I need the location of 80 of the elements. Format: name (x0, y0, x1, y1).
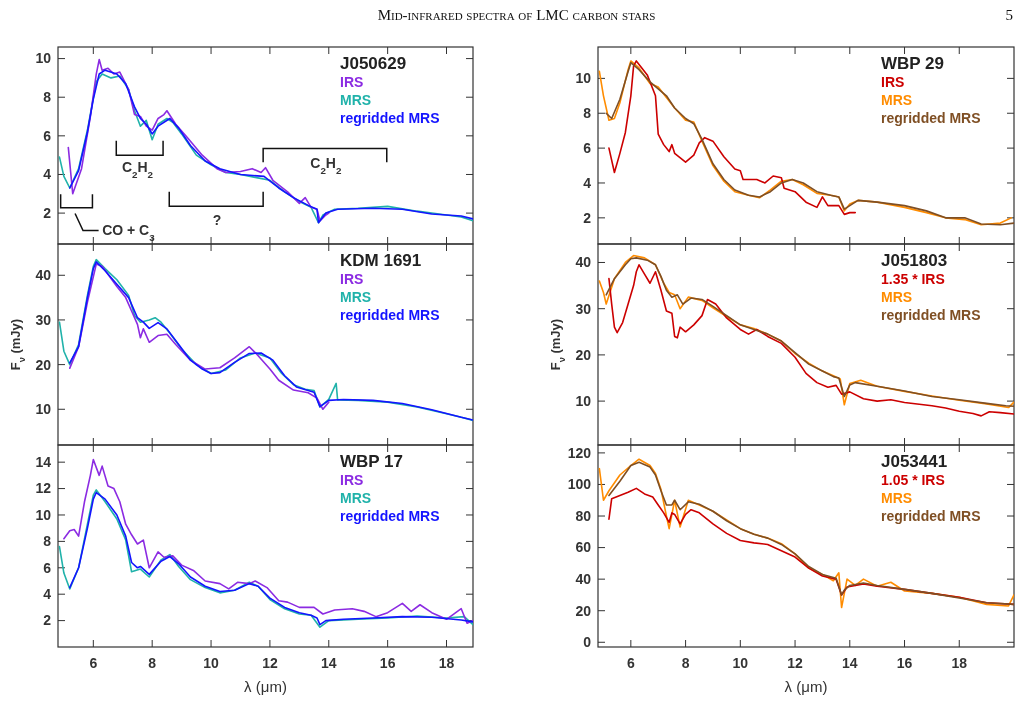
text: 5 (1005, 7, 1013, 23)
y-tick-label: 120 (567, 444, 592, 461)
text: IRS (340, 472, 364, 488)
text: MRS (340, 92, 372, 108)
y-tick-label: 6 (43, 127, 52, 144)
y-tick-label: 10 (35, 50, 52, 67)
y-tick-label: 4 (583, 174, 592, 191)
text: 1.35 * IRS (881, 271, 945, 287)
y-tick-label: 10 (35, 401, 52, 418)
x-tick-label: 8 (148, 655, 157, 671)
text: MRS (340, 490, 372, 506)
y-tick-label: 20 (575, 346, 592, 363)
y-tick-label: 40 (575, 571, 592, 588)
y-tick-label: 10 (35, 506, 52, 523)
chart-title: WBP 29 (881, 54, 944, 73)
y-tick-label: 30 (575, 300, 592, 317)
x-tick-label: 6 (89, 655, 98, 671)
text: regridded MRS (881, 307, 981, 323)
chart-title: J051803 (881, 251, 948, 270)
y-tick-label: 60 (575, 539, 592, 556)
y-tick-label: 2 (43, 205, 52, 221)
y-tick-label: 10 (575, 393, 592, 409)
text: IRS (881, 74, 905, 90)
text: regridded MRS (340, 307, 440, 323)
x-tick-label: 14 (842, 655, 858, 671)
x-axis-title: λ (μm) (784, 678, 828, 695)
y-tick-label: 2 (43, 612, 52, 629)
text: MRS (340, 289, 372, 305)
x-axis-title: λ (μm) (244, 678, 287, 695)
text: regridded MRS (340, 110, 440, 126)
y-tick-label: 40 (575, 254, 592, 271)
x-tick-label: 18 (951, 655, 968, 671)
y-tick-label: 8 (583, 105, 592, 122)
annotation: ? (212, 211, 222, 228)
text: 1.05 * IRS (881, 472, 945, 488)
chart-title: WBP 17 (340, 452, 403, 471)
line-series (608, 60, 857, 216)
chart-title: KDM 1691 (340, 251, 422, 270)
y-tick-label: 6 (583, 140, 592, 157)
text: regridded MRS (881, 508, 981, 524)
y-tick-label: 40 (35, 267, 52, 284)
y-tick-label: 6 (43, 559, 52, 576)
y-tick-label: 20 (575, 602, 592, 619)
x-tick-label: 18 (438, 655, 455, 671)
y-tick-label: 2 (583, 209, 592, 226)
y-tick-label: 8 (43, 89, 52, 106)
chart-title: J050629 (340, 54, 407, 73)
annotation: C$_{2}$H$_{2}$ (121, 158, 154, 180)
text: MRS (881, 92, 913, 108)
x-tick-label: 16 (896, 655, 913, 671)
chart-title: J053441 (881, 452, 948, 471)
x-tick-label: 8 (681, 655, 690, 671)
y-tick-label: 20 (35, 356, 52, 373)
y-tick-label: 8 (43, 533, 52, 550)
y-tick-label: 10 (575, 70, 592, 87)
y-tick-label: 14 (35, 454, 52, 471)
x-tick-label: 6 (626, 655, 635, 671)
y-tick-label: 100 (567, 476, 592, 493)
x-tick-label: 10 (203, 655, 220, 671)
y-tick-label: 4 (43, 166, 52, 183)
y-tick-label: 4 (43, 586, 52, 603)
line-series (68, 263, 330, 411)
x-tick-label: 16 (379, 655, 396, 671)
y-tick-label: 12 (35, 480, 52, 497)
text: IRS (340, 271, 364, 287)
text: MRS (881, 289, 913, 305)
x-tick-label: 12 (262, 655, 278, 671)
text: regridded MRS (340, 508, 440, 524)
text: regridded MRS (881, 110, 981, 126)
y-tick-label: 0 (583, 634, 592, 651)
x-tick-label: 14 (320, 655, 337, 671)
text: MRS (881, 490, 913, 506)
text: IRS (340, 74, 364, 90)
annotation: C$_{2}$H$_{2}$ (310, 154, 342, 176)
x-tick-label: 12 (787, 655, 804, 671)
y-tick-label: 80 (575, 507, 592, 524)
x-tick-label: 10 (732, 655, 749, 671)
text: Mid-infrared spectra of LMC carbon stars (377, 7, 656, 23)
annotation: CO + C$_{3}$ (102, 222, 156, 243)
y-tick-label: 30 (35, 311, 52, 328)
